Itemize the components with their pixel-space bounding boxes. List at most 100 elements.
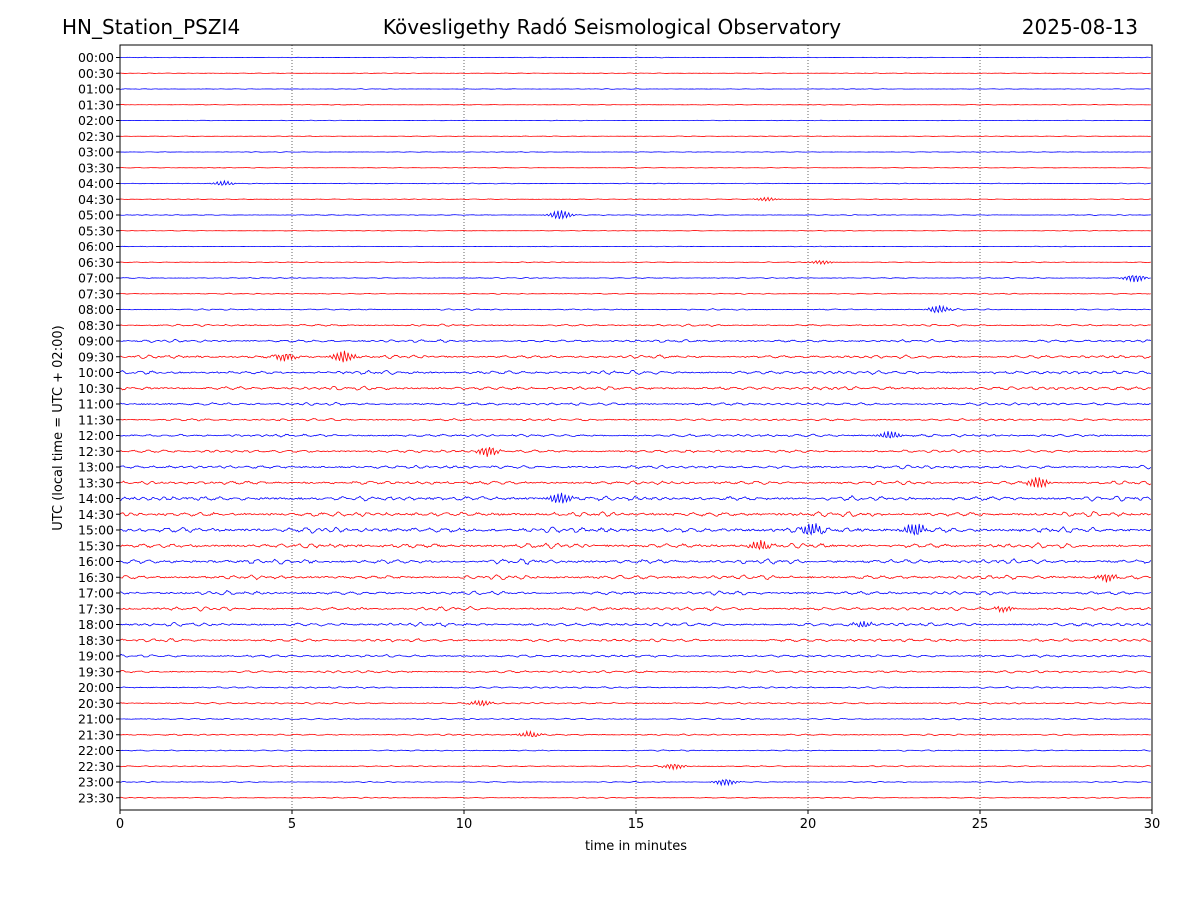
y-axis-ticks: 00:0000:3001:0001:3002:0002:3003:0003:30… [78,50,120,805]
y-tick-label-30: 15:00 [78,523,114,538]
y-tick-label-40: 20:00 [78,680,114,695]
trace-0030 [119,72,1151,75]
y-tick-label-31: 15:30 [78,538,114,553]
y-tick-label-15: 07:30 [78,286,114,301]
y-tick-label-43: 21:30 [78,727,114,742]
trace-0300 [119,151,1151,153]
trace-0600 [119,245,1151,248]
y-tick-label-23: 11:30 [78,412,114,427]
trace-0500 [119,210,1151,220]
trace-0230 [119,135,1151,138]
y-tick-label-34: 17:00 [78,586,114,601]
y-tick-label-36: 18:00 [78,617,114,632]
y-tick-label-10: 05:00 [78,208,114,223]
trace-0930 [119,350,1151,363]
trace-1830 [119,638,1151,643]
y-tick-label-39: 19:30 [78,664,114,679]
y-tick-label-11: 05:30 [78,223,114,238]
y-tick-label-45: 22:30 [78,759,114,774]
y-tick-label-3: 01:30 [78,97,114,112]
observatory-title: Kövesligethy Radó Seismological Observat… [382,15,842,39]
trace-0530 [119,230,1151,232]
trace-2330 [119,796,1151,799]
y-tick-label-14: 07:00 [78,271,114,286]
trace-0900 [119,338,1151,343]
trace-1400 [119,492,1152,504]
y-tick-label-8: 04:00 [78,176,114,191]
trace-0800 [119,304,1151,314]
trace-1300 [119,464,1152,470]
trace-0630 [119,259,1151,265]
y-tick-label-18: 09:00 [78,334,114,349]
trace-1000 [119,369,1151,375]
y-tick-label-21: 10:30 [78,381,114,396]
date-title: 2025-08-13 [1021,15,1138,39]
trace-1430 [119,511,1151,518]
grid-lines [291,45,981,810]
trace-1900 [119,653,1151,658]
y-tick-label-33: 16:30 [78,570,114,585]
y-tick-label-19: 09:30 [78,349,114,364]
x-tick-label-1: 5 [288,817,296,832]
y-tick-label-32: 16:00 [78,554,114,569]
y-tick-label-13: 06:30 [78,255,114,270]
x-axis-label: time in minutes [585,839,687,854]
y-tick-label-46: 23:00 [78,775,114,790]
trace-0000 [119,56,1151,59]
y-tick-label-4: 02:00 [78,113,114,128]
y-tick-label-16: 08:00 [78,302,114,317]
y-tick-label-12: 06:00 [78,239,114,254]
trace-2200 [119,749,1151,752]
y-tick-label-2: 01:00 [78,82,114,97]
y-tick-label-25: 12:30 [78,444,114,459]
trace-2230 [119,763,1151,771]
trace-1330 [119,477,1152,488]
trace-0200 [120,119,1151,122]
y-tick-label-37: 18:30 [78,633,114,648]
x-tick-label-2: 10 [456,817,473,832]
trace-1700 [119,590,1151,596]
trace-1200 [119,430,1151,439]
x-tick-label-3: 15 [628,817,645,832]
y-tick-label-44: 22:00 [78,743,114,758]
y-tick-label-7: 03:30 [78,160,114,175]
trace-2100 [119,717,1151,721]
trace-1500 [119,523,1152,536]
y-tick-label-5: 02:30 [78,129,114,144]
y-tick-label-20: 10:00 [78,365,114,380]
trace-1100 [119,401,1151,406]
trace-0400 [119,179,1151,187]
y-tick-label-28: 14:00 [78,491,114,506]
y-tick-label-0: 00:00 [78,50,114,65]
trace-0100 [119,88,1151,90]
y-tick-label-29: 14:30 [78,507,114,522]
y-axis-label: UTC (local time = UTC + 02:00) [51,325,66,530]
x-tick-label-6: 30 [1144,817,1161,832]
trace-1030 [119,385,1151,391]
y-tick-label-42: 21:00 [78,712,114,727]
x-tick-label-5: 25 [972,817,989,832]
y-tick-label-6: 03:00 [78,145,114,160]
y-tick-label-22: 11:00 [78,397,114,412]
y-tick-label-47: 23:30 [78,790,114,805]
trace-1230 [119,447,1151,457]
trace-1730 [119,605,1151,614]
y-tick-label-27: 13:30 [78,475,114,490]
trace-1600 [119,558,1152,566]
y-tick-label-38: 19:00 [78,649,114,664]
y-tick-label-17: 08:30 [78,318,114,333]
trace-2130 [119,729,1151,738]
trace-0430 [119,196,1151,202]
trace-0130 [119,103,1151,106]
y-tick-label-41: 20:30 [78,696,114,711]
y-tick-label-9: 04:30 [78,192,114,207]
trace-1630 [119,573,1151,583]
y-tick-label-35: 17:30 [78,601,114,616]
trace-2030 [120,699,1151,707]
y-tick-label-1: 00:30 [78,66,114,81]
trace-0700 [119,274,1151,283]
trace-1930 [119,670,1151,674]
trace-2300 [119,778,1151,787]
y-tick-label-26: 13:00 [78,460,114,475]
